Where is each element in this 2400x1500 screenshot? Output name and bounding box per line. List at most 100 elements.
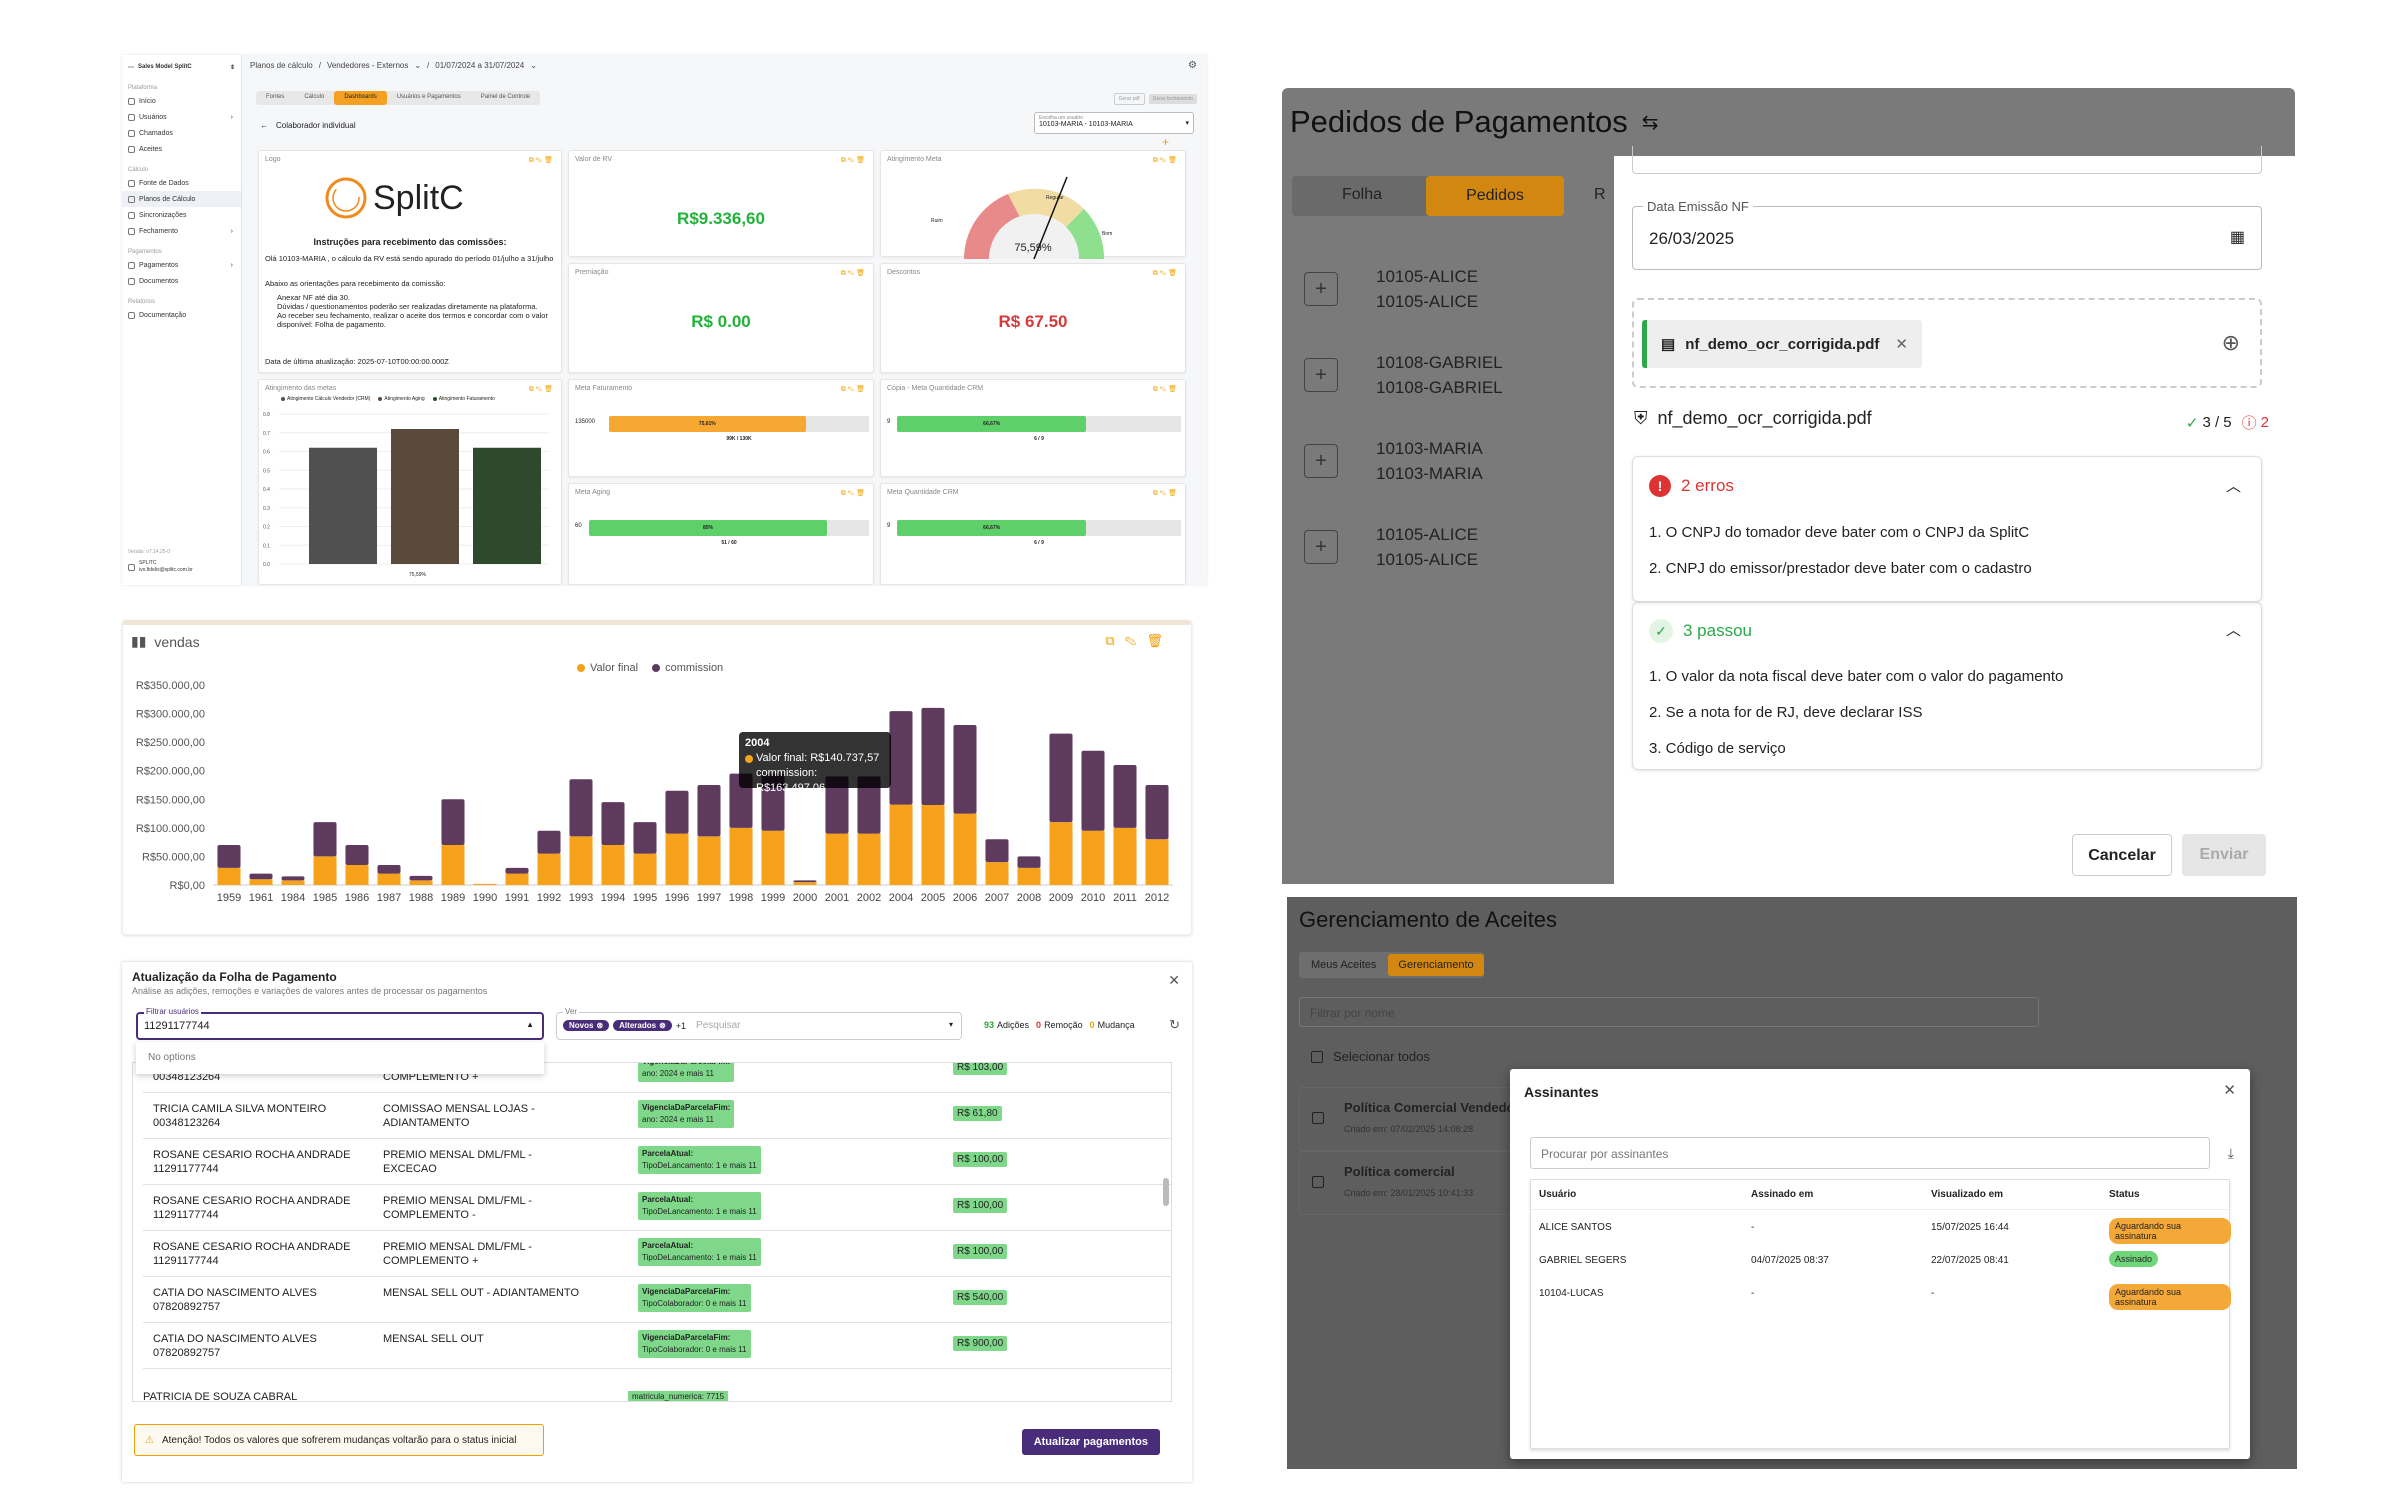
sidebar-item-inicio[interactable]: Início — [122, 93, 241, 109]
card-actions[interactable]: ⧉✎🗑 — [840, 386, 867, 393]
user-menu[interactable]: SPLITC ivo.fidelis@splitc.com.br — [128, 560, 193, 574]
previous-field[interactable] — [1632, 146, 2262, 174]
tab-gerenciamento[interactable]: Gerenciamento — [1388, 954, 1484, 976]
select-all-checkbox[interactable]: Selecionar todos — [1311, 1049, 1430, 1064]
table-row[interactable]: 10104-LUCAS - - Aguardando sua assinatur… — [1531, 1278, 2231, 1311]
file-dropzone[interactable]: ▤ nf_demo_ocr_corrigida.pdf ✕ ⊕ — [1632, 298, 2262, 388]
card-actions[interactable]: ⧉✎🗑 — [840, 157, 867, 164]
breadcrumb-item[interactable]: Vendedores - Externos — [326, 61, 409, 70]
card-actions[interactable]: ⧉✎🗑 — [1152, 157, 1179, 164]
accordion-header[interactable]: ! 2 erros — [1649, 475, 1734, 497]
tab-folha[interactable]: Folha — [1342, 186, 1383, 203]
refresh-icon[interactable]: ↻ — [1169, 1017, 1180, 1032]
sidebar-item-aceites[interactable]: Aceites — [122, 141, 241, 157]
card-actions[interactable]: ⧉✎🗑 — [1152, 270, 1179, 277]
add-icon[interactable]: + — [1304, 444, 1338, 478]
close-icon[interactable]: ✕ — [1168, 972, 1180, 988]
add-icon[interactable]: + — [1304, 272, 1338, 306]
table-row[interactable]: ROSANE CESARIO ROCHA ANDRADE 11291177744 … — [143, 1185, 1171, 1231]
book-icon — [128, 311, 135, 319]
gear-icon[interactable]: ⚙ — [1188, 60, 1197, 71]
meta-faturamento-progress: 75,61% 99K / 130K — [609, 416, 869, 442]
table-header: Usuário Assinado em Visualizado em Status — [1531, 1180, 2231, 1210]
table-row[interactable]: GABRIEL SEGERS 04/07/2025 08:37 22/07/20… — [1531, 1245, 2231, 1278]
tab-painel-controle[interactable]: Painel de Controle — [480, 94, 531, 100]
brand-switcher[interactable]: ⋯ Sales Model SplitC ⇕ — [128, 64, 235, 71]
bar-commission — [793, 880, 817, 883]
list-item[interactable]: + 10105-ALICE 10105-ALICE — [1292, 522, 1622, 602]
sidebar-item-sincron[interactable]: Sincronizações — [122, 207, 241, 223]
atualizar-pagamentos-button[interactable]: Atualizar pagamentos — [1021, 1429, 1160, 1455]
tab-meus-aceites[interactable]: Meus Aceites — [1311, 959, 1377, 971]
accordion-header[interactable]: ✓ 3 passou — [1649, 619, 1752, 643]
page-title: Gerenciamento de Aceites — [1299, 907, 1558, 932]
cancel-button[interactable]: Cancelar — [2072, 834, 2172, 876]
tab-pedidos[interactable]: Pedidos — [1426, 176, 1564, 216]
download-icon[interactable]: ⤓ — [2227, 1145, 2234, 1161]
list-item[interactable]: + 10105-ALICE 10105-ALICE — [1292, 264, 1622, 344]
sidebar-item-fonte[interactable]: Fonte de Dados — [122, 175, 241, 191]
chevron-up-icon[interactable]: ︿ — [2225, 478, 2241, 495]
tab-partial[interactable]: R — [1594, 186, 1606, 203]
card-actions[interactable]: ⧉✎🗑 — [1105, 633, 1173, 648]
card-actions[interactable]: ⧉✎🗑 — [528, 157, 555, 164]
gauge-segment-regular — [1008, 188, 1084, 227]
calendar-icon[interactable]: ▦ — [2229, 229, 2245, 246]
table-row[interactable]: CATIA DO NASCIMENTO ALVES 07820892757 MEN… — [143, 1277, 1171, 1323]
remove-file-icon[interactable]: ✕ — [1895, 336, 1908, 353]
legend-item-commission[interactable]: commission — [652, 662, 723, 674]
card-actions[interactable]: ⧉✎🗑 — [840, 270, 867, 277]
tab-usuarios-pagamentos[interactable]: Usuários e Pagamentos — [396, 94, 461, 100]
sidebar-item-documentos[interactable]: Documentos — [122, 273, 241, 289]
gerar-pdf-button[interactable]: Gerar pdf — [1113, 93, 1145, 105]
bar-valor-final — [313, 856, 337, 885]
add-icon[interactable]: + — [1304, 358, 1338, 392]
add-file-icon[interactable]: ⊕ — [2221, 330, 2240, 355]
legend-item-valor-final[interactable]: Valor final — [577, 662, 638, 674]
checkbox-icon[interactable] — [1312, 1176, 1324, 1188]
date-field[interactable]: Data Emissão NF 26/03/2025 ▦ — [1632, 199, 2262, 270]
breadcrumb-item[interactable]: 01/07/2024 a 31/07/2024 — [435, 61, 525, 70]
add-icon[interactable]: + — [1304, 530, 1338, 564]
table-row[interactable]: ROSANE CESARIO ROCHA ANDRADE 11291177744 … — [143, 1139, 1171, 1185]
table-row[interactable]: ROSANE CESARIO ROCHA ANDRADE 11291177744 … — [143, 1231, 1171, 1277]
tag-alterados[interactable]: Alterados ⊗ — [613, 1020, 672, 1031]
tag-novos[interactable]: Novos ⊗ — [563, 1020, 610, 1031]
list-item[interactable]: + 10103-MARIA 10103-MARIA — [1292, 436, 1622, 516]
user-select[interactable]: Escolha um usuário 10103-MARIA - 10103-M… — [1034, 112, 1194, 134]
view-filter-select[interactable]: Ver Novos ⊗ Alterados ⊗ +1 Pesquisar ▾ — [556, 1007, 962, 1040]
tab-fontes[interactable]: Fontes — [266, 94, 285, 100]
add-widget-icon[interactable]: + — [1162, 135, 1170, 149]
gerar-fechamento-button[interactable]: Gerar fechamento — [1148, 94, 1197, 104]
sidebar-item-pagamentos[interactable]: Pagamentos › — [122, 257, 241, 273]
swap-icon[interactable]: ⇆ — [1641, 111, 1659, 134]
tab-dashboards[interactable]: Dashboards — [334, 91, 387, 105]
x-tick-label: 1989 — [441, 892, 465, 904]
y-tick-label: R$150.000,00 — [136, 794, 205, 806]
copia-meta-crm-progress: 66,67% 6 / 9 — [897, 416, 1181, 442]
sidebar-item-planos[interactable]: Planos de Cálculo — [122, 191, 241, 207]
scrollbar-thumb[interactable] — [1163, 1178, 1169, 1206]
card-actions[interactable]: ⧉✎🗑 — [840, 490, 867, 497]
tab-calculo[interactable]: Cálculo — [304, 94, 325, 100]
filter-name-input[interactable]: Filtrar por nome — [1299, 997, 2039, 1027]
search-signers-input[interactable]: Procurar por assinantes — [1530, 1137, 2210, 1169]
close-icon[interactable]: ✕ — [2223, 1082, 2236, 1099]
sidebar-item-fechamento[interactable]: Fechamento › — [122, 223, 241, 239]
list-item[interactable]: + 10108-GABRIEL 10108-GABRIEL — [1292, 350, 1622, 430]
sidebar-item-documentacao[interactable]: Documentação — [122, 307, 241, 323]
send-button[interactable]: Enviar — [2182, 834, 2266, 876]
breadcrumb-item[interactable]: Planos de cálculo — [250, 61, 313, 70]
card-actions[interactable]: ⧉✎🗑 — [1152, 386, 1179, 393]
back-link[interactable]: ← Colaborador individual — [260, 121, 356, 130]
sidebar-item-usuarios[interactable]: Usuários › — [122, 109, 241, 125]
card-actions[interactable]: ⧉✎🗑 — [1152, 490, 1179, 497]
sidebar-item-chamados[interactable]: Chamados — [122, 125, 241, 141]
filter-users-input[interactable]: Filtrar usuários 11291177744 ▲ — [136, 1007, 544, 1040]
card-actions[interactable]: ⧉✎🗑 — [528, 386, 555, 393]
checkbox-icon[interactable] — [1312, 1112, 1324, 1124]
table-row[interactable]: CATIA DO NASCIMENTO ALVES 07820892757 MEN… — [143, 1323, 1171, 1369]
table-row[interactable]: ALICE SANTOS - 15/07/2025 16:44 Aguardan… — [1531, 1212, 2231, 1245]
chevron-up-icon[interactable]: ︿ — [2225, 622, 2241, 639]
